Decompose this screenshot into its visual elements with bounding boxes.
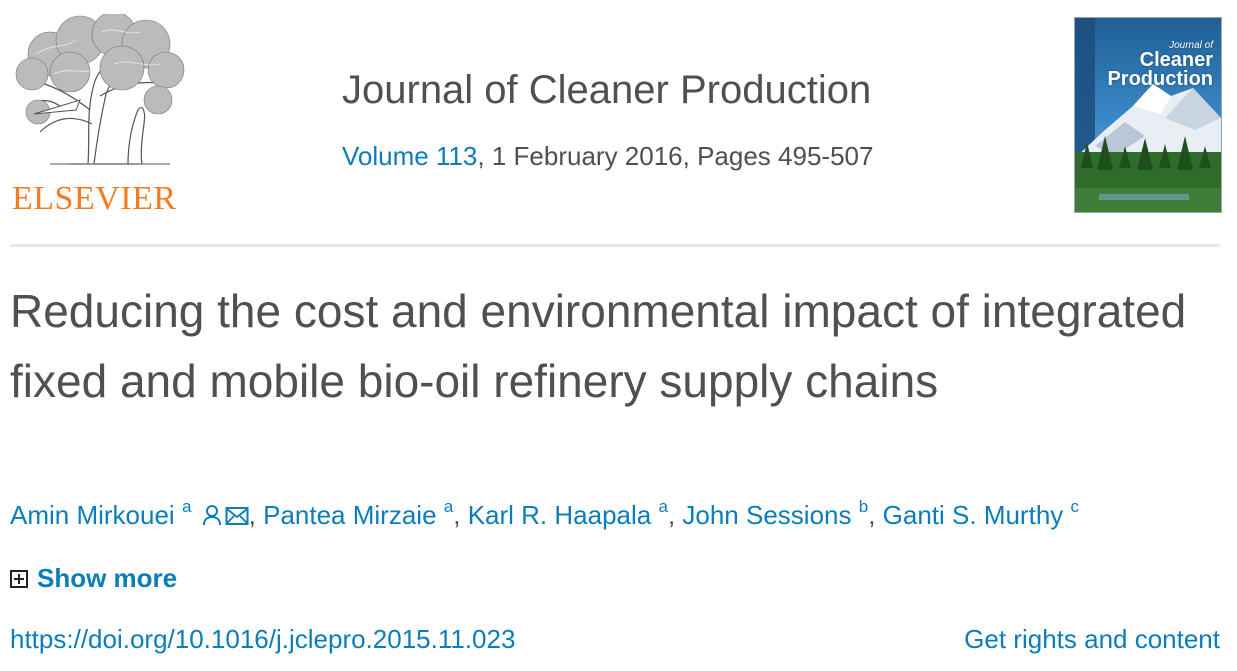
doi-link[interactable]: https://doi.org/10.1016/j.jclepro.2015.1… [10, 624, 516, 654]
envelope-icon[interactable] [225, 502, 249, 533]
show-more-label: Show more [37, 563, 178, 593]
person-icon[interactable] [202, 502, 222, 533]
author-separator: , [667, 500, 683, 530]
volume-link[interactable]: Volume 113 [342, 141, 478, 171]
author-separator: , [453, 500, 468, 530]
affiliation-marker[interactable]: b [858, 497, 869, 516]
issue-details: Volume 113, 1 February 2016, Pages 495-5… [342, 141, 873, 172]
cover-mountain-image [1075, 18, 1221, 212]
article-title: Reducing the cost and environmental impa… [10, 285, 1187, 407]
publisher-name: ELSEVIER [12, 180, 177, 217]
cover-title: Journal of Cleaner Production [1107, 40, 1213, 89]
journal-title-link[interactable]: Journal of Cleaner Production [342, 68, 872, 112]
author-separator: , [248, 500, 264, 530]
issue-date-pages: , 1 February 2016, Pages 495-507 [477, 141, 874, 171]
affiliation-marker[interactable]: a [658, 497, 668, 516]
author-name[interactable]: Amin Mirkouei [10, 500, 175, 530]
cover-title-line3: Production [1107, 68, 1213, 90]
cover-title-line1: Journal of [1169, 40, 1213, 51]
author-name[interactable]: John Sessions [682, 500, 852, 530]
get-rights-link[interactable]: Get rights and content [964, 624, 1220, 654]
author-list: Amin Mirkouei a , Pantea Mirzaie a, Karl… [10, 497, 1080, 533]
show-more-button[interactable]: Show more [10, 563, 177, 594]
elsevier-tree-icon [15, 14, 185, 165]
author-name[interactable]: Ganti S. Murthy [882, 500, 1064, 530]
journal-cover-thumbnail[interactable]: Journal of Cleaner Production [1074, 17, 1222, 213]
cover-title-line2: Cleaner [1139, 49, 1213, 71]
affiliation-marker[interactable]: c [1070, 497, 1080, 516]
header-divider [10, 244, 1220, 247]
author-name[interactable]: Pantea Mirzaie [263, 500, 437, 530]
plus-box-icon [10, 569, 28, 588]
author-separator: , [868, 500, 883, 530]
affiliation-marker[interactable]: a [443, 497, 454, 516]
affiliation-marker[interactable]: a [181, 497, 192, 516]
author-name[interactable]: Karl R. Haapala [467, 500, 652, 530]
elsevier-logo[interactable] [10, 14, 188, 214]
